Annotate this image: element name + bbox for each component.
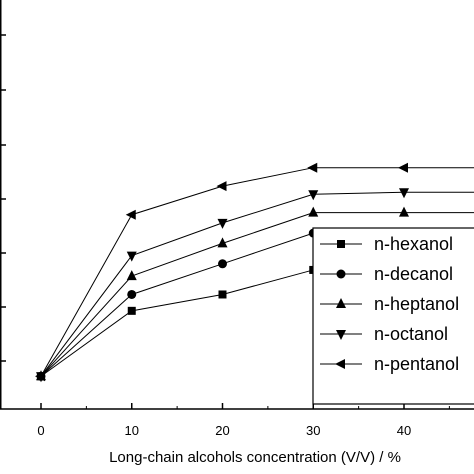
legend-label: n-decanol	[374, 264, 453, 284]
data-point	[398, 162, 408, 173]
series-line	[40, 167, 474, 377]
legend-item: n-octanol	[320, 324, 448, 344]
data-point	[35, 371, 45, 382]
legend-marker	[337, 240, 345, 248]
x-tick-label: 40	[397, 423, 411, 438]
series-line	[40, 212, 474, 377]
data-point	[399, 188, 409, 199]
axes: 0 10 20 30 40	[0, 0, 474, 438]
legend-item: n-decanol	[320, 264, 453, 284]
data-point	[217, 237, 228, 248]
legend-item: n-hexanol	[320, 234, 453, 254]
data-point	[127, 289, 137, 299]
legend-box	[312, 227, 474, 405]
legend-item: n-heptanol	[320, 294, 459, 314]
data-point	[126, 251, 137, 262]
data-point	[125, 209, 136, 220]
data-point	[399, 206, 409, 217]
legend-marker	[336, 298, 346, 308]
x-axis-label: Long-chain alcohols concentration (V/V) …	[109, 449, 401, 466]
data-point	[127, 306, 136, 315]
x-tick-label: 10	[125, 423, 139, 438]
data-point	[308, 190, 319, 201]
x-tick-label: 30	[306, 423, 320, 438]
x-tick-label: 20	[215, 423, 229, 438]
legend-item: n-pentanol	[320, 354, 459, 374]
data-point	[216, 181, 227, 192]
data-point	[218, 259, 227, 269]
data-point	[307, 162, 318, 173]
data-point	[217, 218, 228, 229]
data-point	[308, 206, 319, 217]
series-line	[40, 191, 474, 377]
data-point	[126, 270, 137, 281]
legend-label: n-heptanol	[374, 294, 459, 314]
legend-marker	[335, 359, 345, 369]
series-n-pentanol	[35, 162, 474, 382]
legend-label: n-hexanol	[374, 234, 453, 254]
data-point	[218, 290, 227, 299]
legend-marker	[336, 269, 346, 279]
legend-marker	[336, 330, 346, 340]
x-tick-label: 0	[37, 423, 44, 438]
legend: n-hexanol n-decanol n-heptanol n-octanol n-p…	[312, 227, 474, 405]
legend-label: n-pentanol	[374, 354, 459, 374]
legend-label: n-octanol	[374, 324, 448, 344]
